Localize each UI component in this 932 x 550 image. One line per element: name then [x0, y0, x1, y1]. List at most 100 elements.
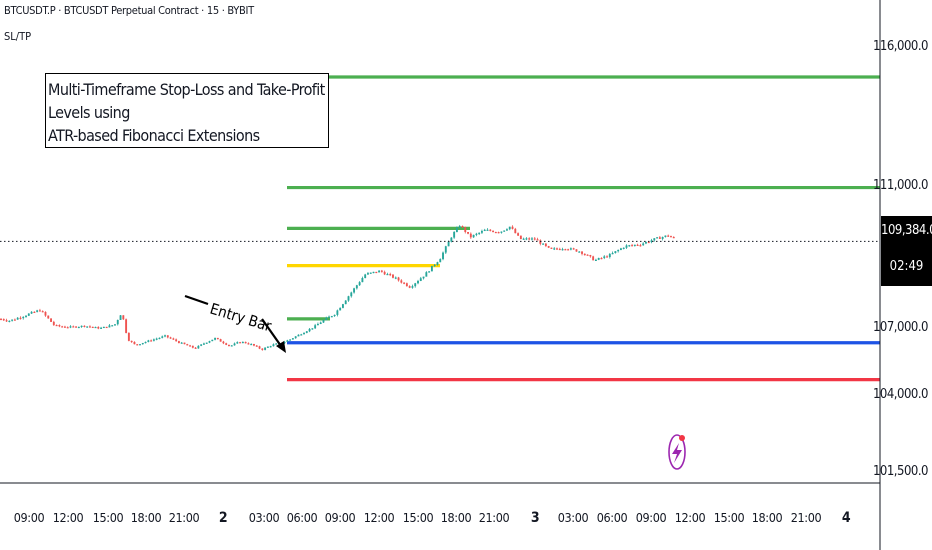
candle — [183, 342, 186, 345]
candle — [394, 276, 397, 280]
candle — [5, 318, 8, 323]
candle — [411, 284, 414, 289]
candle — [547, 245, 550, 249]
candle — [478, 232, 481, 236]
candle — [353, 287, 356, 294]
candle — [464, 226, 467, 234]
time-axis[interactable]: 09:00 12:00 15:00 18:00 21:00 2 03:00 06:00 09:0… — [14, 510, 851, 526]
candle — [553, 247, 556, 251]
candle — [461, 225, 464, 228]
candle — [130, 340, 133, 343]
candle — [608, 252, 611, 259]
candle — [622, 247, 625, 250]
candle — [442, 251, 444, 261]
candle — [205, 342, 208, 344]
candle — [303, 332, 305, 335]
sl-tp-levels — [287, 75, 880, 382]
candle — [369, 272, 372, 274]
candle — [330, 315, 333, 318]
candle — [94, 326, 97, 329]
candle — [619, 247, 622, 251]
candle — [489, 229, 492, 232]
candle — [2, 318, 5, 322]
candle — [458, 224, 461, 229]
candle — [322, 319, 325, 323]
price-tick-label: 111,000.0 — [873, 178, 928, 193]
candle — [289, 339, 292, 341]
candle — [408, 285, 411, 289]
description-box: Multi-Timeframe Stop-Loss and Take-Profi… — [45, 73, 329, 148]
time-tick-label: 18:00 — [441, 510, 472, 525]
price-axis[interactable]: 101,500.0 104,000.0 107,000.0 111,000.0 116,… — [873, 39, 929, 479]
candle — [44, 311, 47, 317]
candle — [22, 316, 25, 320]
candle — [617, 249, 620, 253]
candle — [586, 254, 589, 256]
candle — [300, 333, 303, 336]
candle — [372, 271, 375, 274]
candle — [150, 339, 153, 342]
candle — [603, 255, 606, 260]
time-tick-label: 15:00 — [93, 510, 124, 525]
candle — [247, 342, 250, 345]
candle — [325, 316, 328, 321]
candle — [255, 344, 258, 347]
candle — [597, 257, 600, 261]
candle — [89, 325, 91, 328]
candle — [55, 324, 58, 327]
candles — [0, 224, 675, 351]
candle — [233, 342, 236, 346]
lightning-icon[interactable] — [668, 434, 686, 470]
time-tick-label: 09:00 — [14, 510, 45, 525]
candle — [467, 231, 469, 235]
candle — [425, 271, 428, 277]
candle — [114, 324, 116, 326]
candle — [414, 282, 417, 288]
candle — [169, 336, 172, 339]
candle — [536, 237, 539, 241]
time-tick-label: 18:00 — [131, 510, 162, 525]
candle — [177, 340, 180, 344]
candle — [0, 318, 2, 321]
candle — [297, 334, 300, 337]
candle — [47, 315, 50, 319]
candle — [144, 341, 147, 344]
candle — [175, 338, 178, 342]
candle — [469, 232, 472, 239]
candle — [475, 232, 478, 237]
candle — [667, 234, 670, 237]
candle — [397, 276, 400, 282]
time-tick-label: 03:00 — [249, 510, 280, 525]
candle — [125, 318, 128, 334]
candle — [583, 253, 586, 256]
candle — [361, 276, 364, 283]
candle — [136, 344, 139, 346]
candle — [228, 344, 230, 347]
candle — [341, 303, 344, 309]
candle — [658, 236, 661, 239]
candle — [239, 341, 242, 344]
candle — [102, 326, 105, 329]
candle — [155, 337, 158, 341]
price-tick-label: 116,000.0 — [873, 39, 928, 54]
candle — [111, 325, 114, 327]
candle — [86, 326, 89, 328]
candle — [350, 291, 353, 298]
time-tick-label: 09:00 — [325, 510, 356, 525]
candle — [631, 243, 634, 247]
candle — [450, 237, 453, 243]
candle — [258, 345, 261, 350]
candle — [358, 281, 361, 286]
candle — [347, 295, 350, 302]
candle — [116, 319, 119, 326]
candle — [503, 230, 506, 232]
candle — [405, 282, 408, 287]
candle — [355, 284, 358, 290]
candle — [19, 316, 22, 320]
candle — [506, 228, 508, 232]
candle — [664, 235, 667, 238]
candle — [439, 258, 442, 263]
candle — [8, 320, 11, 323]
candle — [119, 315, 122, 320]
